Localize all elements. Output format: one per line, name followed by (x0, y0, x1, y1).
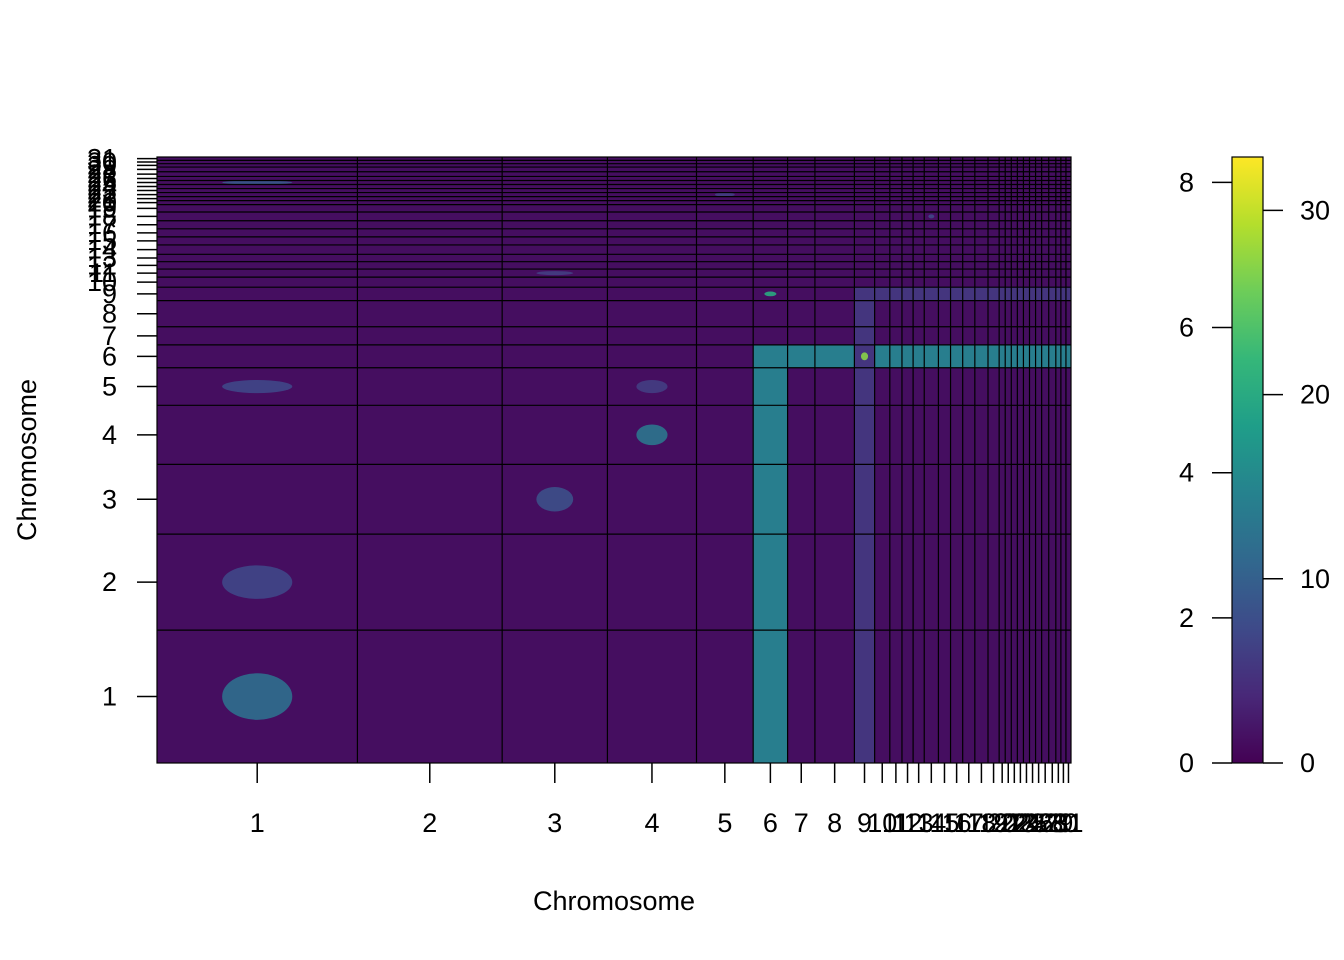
y-tick-label: 7 (102, 321, 117, 351)
y-tick-label: 30 (87, 147, 117, 177)
heatmap-plot-area (156, 156, 1072, 764)
colorbar-left-tick-label: 0 (1179, 748, 1194, 778)
y-tick-label: 22 (87, 180, 117, 210)
y-tick-label: 16 (87, 218, 117, 248)
y-tick-label: 23 (87, 176, 117, 206)
hotspot-chr1-chr2 (222, 565, 293, 599)
hotspot-chr1-chr5 (222, 379, 293, 394)
hotspot-chr4-chr5 (636, 379, 668, 394)
x-tick-label: 11 (882, 808, 910, 838)
hotspot-chr1-chr25 (222, 180, 293, 185)
x-tick-label: 19 (979, 808, 1009, 838)
x-tick-label: 8 (827, 808, 842, 838)
chromosome-grid (157, 157, 1071, 763)
colorbar-legend: 0 2 4 6 8 0 10 20 30 (1179, 156, 1330, 778)
y-tick-label: 27 (87, 159, 117, 189)
x-tick-label: 23 (1005, 808, 1035, 838)
highlight-band-chr9-vertical (854, 287, 875, 763)
y-tick-label: 31 (87, 144, 117, 174)
x-tick-label: 31 (1053, 808, 1083, 838)
x-tick-label: 12 (893, 808, 923, 838)
hotspot-chr5-chr22 (714, 192, 735, 197)
x-axis-label: Chromosome (533, 886, 695, 916)
x-tick-label: 22 (999, 808, 1029, 838)
x-tick-label: 10 (867, 808, 897, 838)
y-tick-label: 2 (102, 567, 117, 597)
x-tick-label: 1 (250, 808, 265, 838)
y-tick-label: 21 (87, 184, 117, 214)
colorbar-right-tick-label: 30 (1300, 195, 1330, 225)
y-axis-label: Chromosome (12, 379, 42, 541)
y-tick-label: 5 (102, 372, 117, 402)
y-tick-label: 12 (87, 250, 117, 280)
colorbar-right-tick-label: 20 (1300, 380, 1330, 410)
y-tick-label: 28 (87, 154, 117, 184)
y-tick-label: 29 (87, 150, 117, 180)
x-tick-label: 25 (1018, 808, 1048, 838)
x-tick-label: 15 (929, 808, 959, 838)
axes: 1122334455667788991010111112121313141415… (87, 144, 1084, 838)
x-tick-label: 18 (966, 808, 996, 838)
x-tick-label: 29 (1043, 808, 1073, 838)
heatmap-background (157, 157, 1071, 763)
x-tick-label: 4 (644, 808, 659, 838)
y-tick-label: 11 (89, 258, 117, 288)
x-tick-label: 14 (916, 808, 946, 838)
x-tick-label: 20 (987, 808, 1017, 838)
x-tick-label: 24 (1011, 808, 1041, 838)
y-tick-label: 26 (87, 163, 117, 193)
highlight-band-chr6-vertical (753, 344, 788, 763)
hotspot-chr4-chr4 (636, 424, 668, 446)
hotspot-chr14-chr18 (928, 214, 935, 219)
y-tick-label: 18 (87, 201, 117, 231)
plot-frame (156, 156, 1072, 764)
x-tick-label: 21 (993, 808, 1023, 838)
x-tick-label: 16 (942, 808, 972, 838)
x-tick-label: 6 (763, 808, 778, 838)
highlight-band-chr6-horizontal (787, 344, 1071, 368)
x-tick-label: 2 (422, 808, 437, 838)
y-tick-label: 20 (87, 188, 117, 218)
y-tick-label: 10 (87, 267, 117, 297)
x-tick-label: 5 (717, 808, 732, 838)
y-tick-label: 9 (102, 279, 117, 309)
x-tick-label: 3 (547, 808, 562, 838)
colorbar-right-tick-label: 0 (1300, 748, 1315, 778)
x-tick-label: 17 (954, 808, 984, 838)
x-tick-label: 13 (904, 808, 934, 838)
x-tick-label: 27 (1030, 808, 1060, 838)
hotspot-chr1-chr1 (222, 673, 293, 720)
y-tick-label: 17 (87, 210, 117, 240)
hotspot-chr3-chr3 (536, 487, 574, 512)
x-tick-label: 26 (1024, 808, 1054, 838)
x-tick-label: 28 (1037, 808, 1067, 838)
x-tick-label: 30 (1048, 808, 1078, 838)
hotspot-chr6-chr9 (764, 291, 777, 297)
colorbar-left-tick-label: 8 (1179, 167, 1194, 197)
x-tick-label: 7 (794, 808, 809, 838)
colorbar-left-tick-label: 4 (1179, 458, 1194, 488)
y-tick-label: 24 (87, 172, 117, 202)
y-tick-label: 3 (102, 484, 117, 514)
hotspot-chr3-chr11 (536, 271, 574, 276)
y-tick-label: 19 (87, 193, 117, 223)
hotspot-chr9-chr6 (860, 352, 869, 361)
colorbar-right-tick-label: 10 (1300, 564, 1330, 594)
y-tick-label: 8 (102, 299, 117, 329)
y-tick-label: 1 (102, 682, 117, 712)
y-tick-label: 4 (102, 420, 117, 450)
y-tick-label: 14 (87, 235, 117, 265)
colorbar-left-tick-label: 2 (1179, 603, 1194, 633)
y-tick-label: 13 (87, 243, 117, 273)
colorbar-left-tick-label: 6 (1179, 313, 1194, 343)
y-tick-label: 6 (102, 341, 117, 371)
colorbar (1231, 156, 1264, 764)
x-tick-label: 9 (857, 808, 872, 838)
y-tick-label: 15 (87, 226, 117, 256)
y-tick-label: 25 (87, 168, 117, 198)
